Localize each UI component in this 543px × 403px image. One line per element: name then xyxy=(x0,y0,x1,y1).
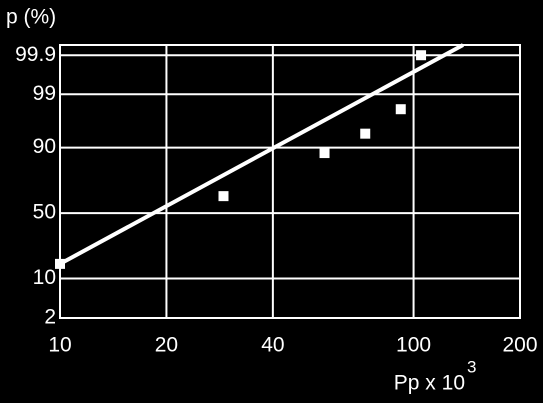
x-axis-label: Pp x 10 xyxy=(394,372,465,395)
fit-line xyxy=(59,43,464,266)
y-tick-label: 99 xyxy=(33,82,56,105)
y-tick-label: 10 xyxy=(33,266,56,289)
x-axis-exponent: 3 xyxy=(467,357,476,376)
point xyxy=(416,50,427,61)
y-tick-label: 90 xyxy=(33,135,56,158)
plot-frame xyxy=(59,44,521,319)
y-tick-label: 2 xyxy=(44,306,56,329)
y-axis-label: p (%) xyxy=(6,6,56,29)
x-tick-label: 40 xyxy=(261,334,284,357)
y-tick-label: 50 xyxy=(33,201,56,224)
point xyxy=(218,191,229,202)
x-tick-label: 20 xyxy=(155,334,178,357)
x-tick-label: 10 xyxy=(48,334,71,357)
x-tick-label: 100 xyxy=(396,334,431,357)
x-tick-label: 200 xyxy=(502,334,537,357)
point xyxy=(55,258,65,269)
point xyxy=(395,104,406,115)
y-tick-label: 99.9 xyxy=(15,43,56,66)
point xyxy=(319,148,330,159)
point xyxy=(360,128,371,139)
